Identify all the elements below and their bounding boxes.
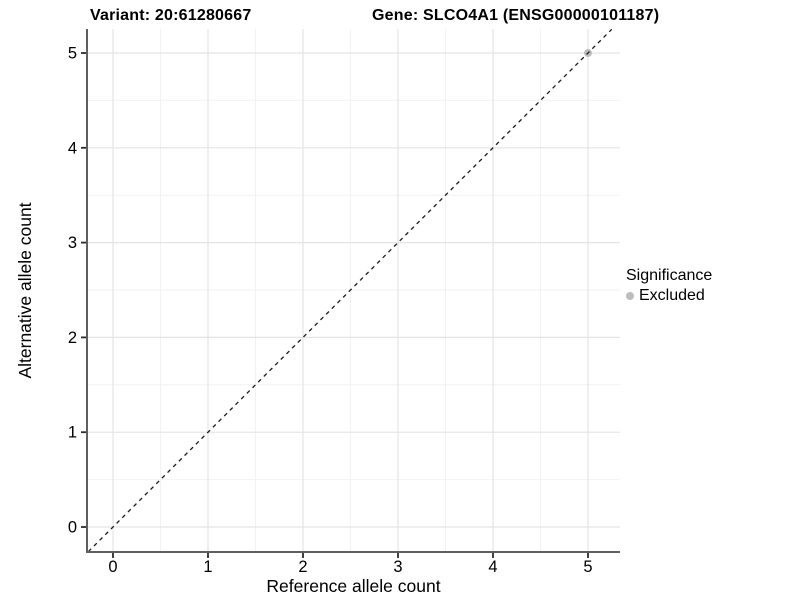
y-tick-label: 4 [68,139,77,157]
x-tick-label: 4 [488,558,497,576]
legend: Significance Excluded [626,267,712,305]
x-axis-title: Reference allele count [266,576,440,596]
plot-title-variant: Variant: 20:61280667 [90,7,252,24]
legend-item-excluded: Excluded [626,287,712,305]
plot-title-gene: Gene: SLCO4A1 (ENSG00000101187) [372,7,660,24]
y-tick-label: 2 [68,329,77,347]
x-tick-label: 3 [393,558,402,576]
y-tick-label: 3 [68,234,77,252]
x-tick-label: 1 [203,558,212,576]
legend-item-label: Excluded [639,287,705,304]
legend-point-icon [626,292,634,300]
x-tick-label: 2 [298,558,307,576]
x-tick-label: 0 [108,558,117,576]
x-tick-label: 5 [583,558,592,576]
y-tick-label: 5 [68,45,77,63]
y-tick-label: 1 [68,424,77,442]
y-tick-label: 0 [68,519,77,537]
identity-reference-line [87,28,613,553]
legend-title: Significance [626,267,713,284]
y-axis-title: Alternative allele count [15,202,35,378]
